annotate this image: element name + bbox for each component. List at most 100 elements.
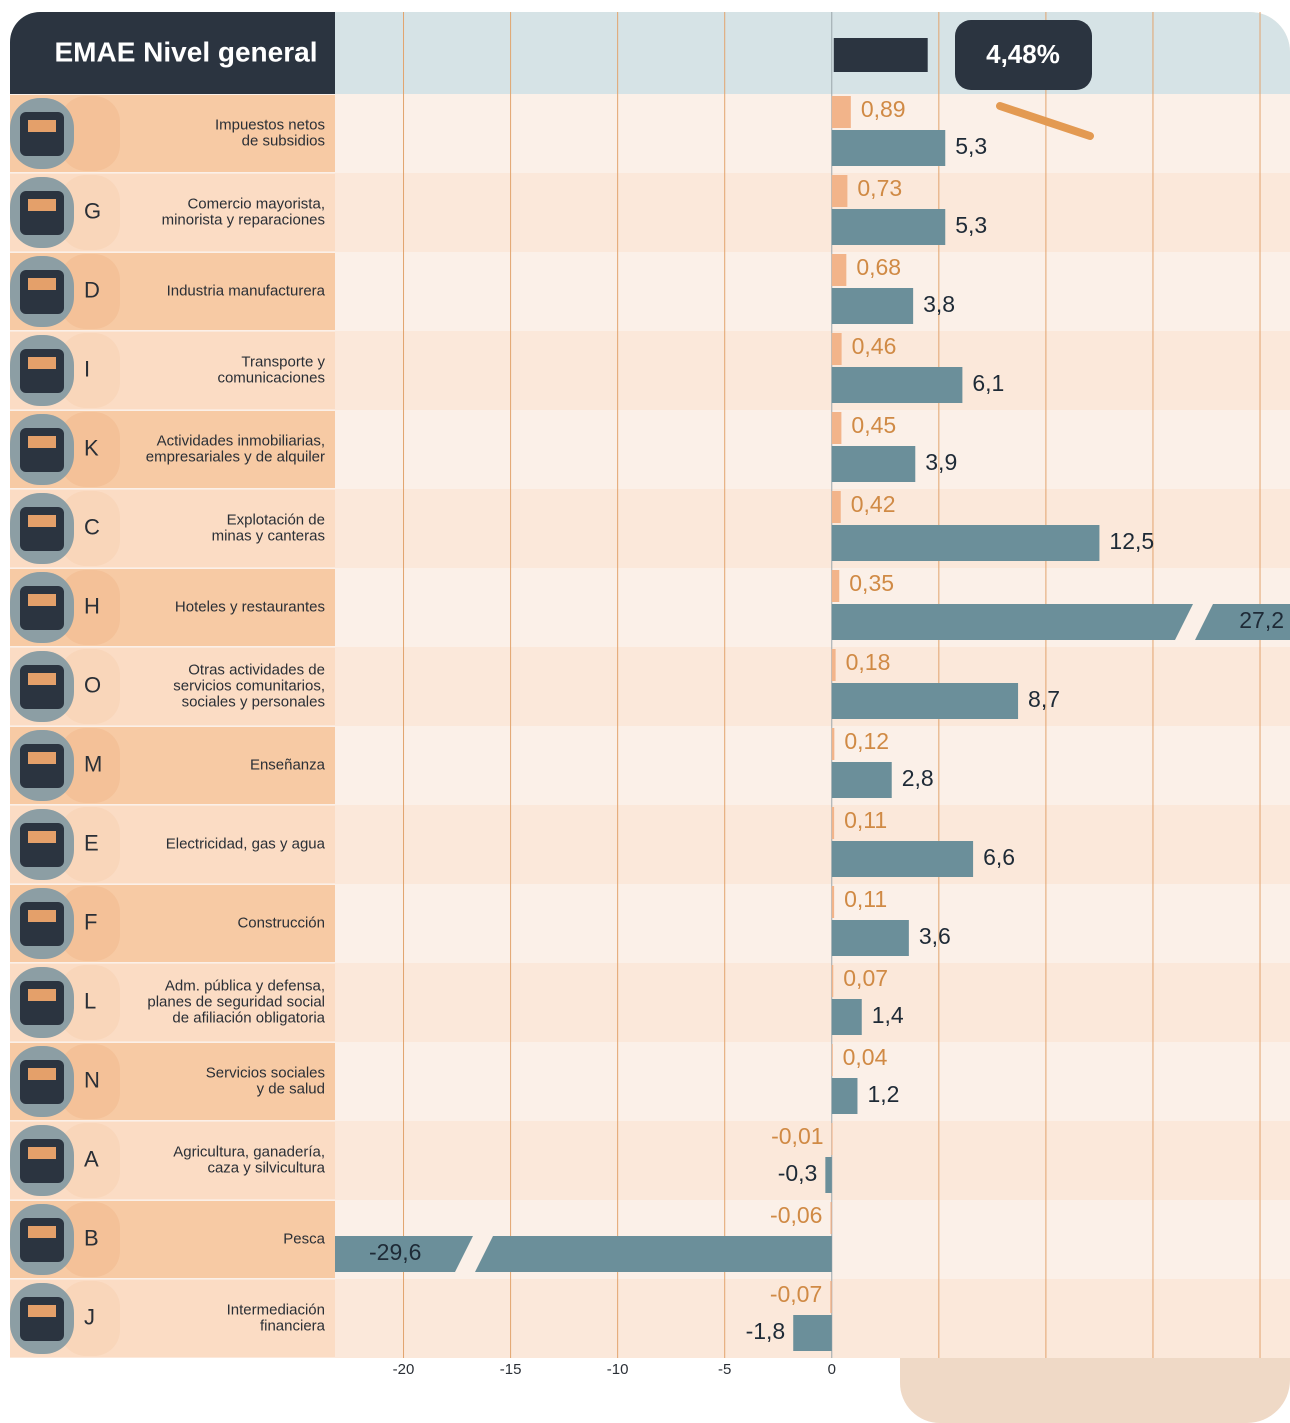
value-label: 0,07 xyxy=(843,965,888,991)
icon-detail xyxy=(28,831,56,843)
bar xyxy=(832,130,945,166)
bar xyxy=(832,254,847,286)
category-label: Enseñanza xyxy=(250,756,326,773)
value-label: 1,4 xyxy=(872,1002,904,1028)
bar xyxy=(832,807,834,839)
icon-detail xyxy=(28,199,56,211)
x-tick-label: -15 xyxy=(500,1361,522,1378)
bar xyxy=(832,570,839,602)
chart: EMAE Nivel general Impuestos netosde sub… xyxy=(0,0,1290,1423)
x-tick-label: 0 xyxy=(828,1361,836,1378)
icon xyxy=(20,112,64,156)
bar xyxy=(832,1123,833,1155)
icon xyxy=(20,191,64,235)
value-label: -0,07 xyxy=(770,1281,822,1307)
bar xyxy=(832,965,833,997)
value-label: 0,89 xyxy=(861,96,906,122)
x-tick-label: -10 xyxy=(607,1361,629,1378)
category-label: Pesca xyxy=(283,1230,325,1247)
value-label: 0,68 xyxy=(856,254,901,280)
icon-detail xyxy=(28,436,56,448)
icon xyxy=(20,586,64,630)
bar xyxy=(832,604,1290,640)
value-label: 27,2 xyxy=(1239,607,1284,633)
icon-detail xyxy=(28,594,56,606)
category-code: K xyxy=(84,435,99,460)
value-label: 3,8 xyxy=(923,291,955,317)
value-label: 3,9 xyxy=(925,449,957,475)
icon-detail xyxy=(28,673,56,685)
value-label: 0,18 xyxy=(846,649,891,675)
category-code: D xyxy=(84,277,100,302)
icon xyxy=(20,744,64,788)
icon xyxy=(20,981,64,1025)
icon xyxy=(20,1297,64,1341)
value-label: -0,01 xyxy=(771,1123,823,1149)
icon xyxy=(20,1060,64,1104)
bar xyxy=(832,96,851,128)
bar xyxy=(832,333,842,365)
value-label: 0,35 xyxy=(849,570,894,596)
category-code: J xyxy=(84,1304,95,1329)
value-label: 0,73 xyxy=(857,175,902,201)
axis-corner xyxy=(900,1358,1290,1423)
category-code: E xyxy=(84,830,99,855)
icon xyxy=(20,270,64,314)
icon-detail xyxy=(28,357,56,369)
category-code: M xyxy=(84,751,102,776)
category-code: H xyxy=(84,593,100,618)
value-label: -0,06 xyxy=(770,1202,822,1228)
icon-detail xyxy=(28,515,56,527)
icon xyxy=(20,1218,64,1262)
value-label: 5,3 xyxy=(955,212,987,238)
icon-detail xyxy=(28,1068,56,1080)
category-code: O xyxy=(84,672,101,697)
icon xyxy=(20,349,64,393)
bar xyxy=(832,446,916,482)
bar xyxy=(830,1202,831,1234)
icon-detail xyxy=(28,1305,56,1317)
icon-detail xyxy=(28,910,56,922)
value-label: 0,46 xyxy=(852,333,897,359)
bar xyxy=(832,175,848,207)
bar xyxy=(832,649,836,681)
category-label: Hoteles y restaurantes xyxy=(175,598,325,615)
icon-detail xyxy=(28,1147,56,1159)
icon-detail xyxy=(28,752,56,764)
total-bar xyxy=(834,38,928,72)
category-label: Industria manufacturera xyxy=(167,282,326,299)
value-label: 6,1 xyxy=(972,370,1004,396)
category-label: Actividades inmobiliarias,empresariales … xyxy=(146,432,325,465)
bar xyxy=(832,209,945,245)
bar xyxy=(832,999,862,1035)
icon xyxy=(20,507,64,551)
value-label: 0,12 xyxy=(844,728,889,754)
bar xyxy=(832,683,1018,719)
icon-detail xyxy=(28,278,56,290)
category-code: L xyxy=(84,988,96,1013)
value-label: 3,6 xyxy=(919,923,951,949)
category-code: I xyxy=(84,356,90,381)
bar xyxy=(825,1157,831,1193)
value-label: 8,7 xyxy=(1028,686,1060,712)
bar xyxy=(832,886,834,918)
category-code: C xyxy=(84,514,100,539)
icon xyxy=(20,902,64,946)
value-label: 5,3 xyxy=(955,133,987,159)
category-code: B xyxy=(84,1225,99,1250)
bar xyxy=(832,288,913,324)
bar xyxy=(793,1315,832,1351)
icon xyxy=(20,1139,64,1183)
bar xyxy=(832,762,892,798)
x-tick-label: -5 xyxy=(718,1361,731,1378)
value-label: -29,6 xyxy=(369,1239,421,1265)
value-label: 12,5 xyxy=(1109,528,1154,554)
legend-box xyxy=(30,1372,382,1420)
category-code: G xyxy=(84,198,101,223)
category-code: N xyxy=(84,1067,100,1092)
value-label: 2,8 xyxy=(902,765,934,791)
value-label: 0,11 xyxy=(844,807,887,833)
bar xyxy=(832,920,909,956)
